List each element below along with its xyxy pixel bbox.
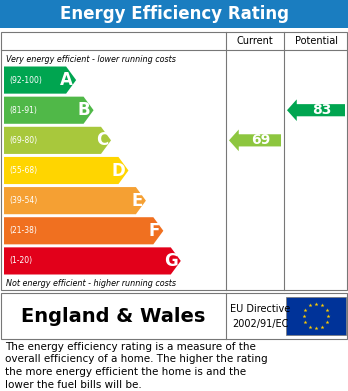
Polygon shape (4, 248, 181, 274)
Text: F: F (149, 222, 160, 240)
Text: (39-54): (39-54) (9, 196, 37, 205)
Text: (55-68): (55-68) (9, 166, 37, 175)
Bar (286, 297, 346, 335)
Text: 69: 69 (251, 133, 270, 147)
Polygon shape (4, 66, 76, 93)
Bar (1, 293, 347, 339)
Text: (81-91): (81-91) (9, 106, 37, 115)
Text: G: G (164, 252, 178, 270)
Text: EU Directive: EU Directive (230, 304, 290, 314)
Polygon shape (4, 127, 111, 154)
Text: Current: Current (237, 36, 274, 46)
Polygon shape (4, 157, 128, 184)
Text: Not energy efficient - higher running costs: Not energy efficient - higher running co… (6, 278, 176, 287)
Text: E: E (132, 192, 143, 210)
Text: (69-80): (69-80) (9, 136, 37, 145)
Text: Potential: Potential (294, 36, 338, 46)
Text: (1-20): (1-20) (9, 256, 32, 265)
Polygon shape (229, 129, 281, 151)
Polygon shape (4, 97, 94, 124)
Polygon shape (4, 187, 146, 214)
Text: (92-100): (92-100) (9, 75, 42, 84)
Text: (21-38): (21-38) (9, 226, 37, 235)
Text: C: C (96, 131, 108, 149)
Text: the more energy efficient the home is and the: the more energy efficient the home is an… (5, 367, 246, 377)
Text: B: B (78, 101, 90, 119)
Text: lower the fuel bills will be.: lower the fuel bills will be. (5, 380, 142, 389)
Text: 83: 83 (312, 103, 332, 117)
Polygon shape (4, 217, 163, 244)
Bar (1, 32, 347, 290)
Polygon shape (287, 99, 345, 121)
Text: overall efficiency of a home. The higher the rating: overall efficiency of a home. The higher… (5, 355, 268, 364)
Bar (0, 0, 348, 28)
Text: 2002/91/EC: 2002/91/EC (232, 319, 288, 329)
Text: A: A (60, 71, 73, 89)
Text: D: D (112, 161, 125, 179)
Text: England & Wales: England & Wales (21, 307, 205, 325)
Text: Energy Efficiency Rating: Energy Efficiency Rating (60, 5, 288, 23)
Text: The energy efficiency rating is a measure of the: The energy efficiency rating is a measur… (5, 342, 256, 352)
Text: Very energy efficient - lower running costs: Very energy efficient - lower running co… (6, 56, 176, 65)
